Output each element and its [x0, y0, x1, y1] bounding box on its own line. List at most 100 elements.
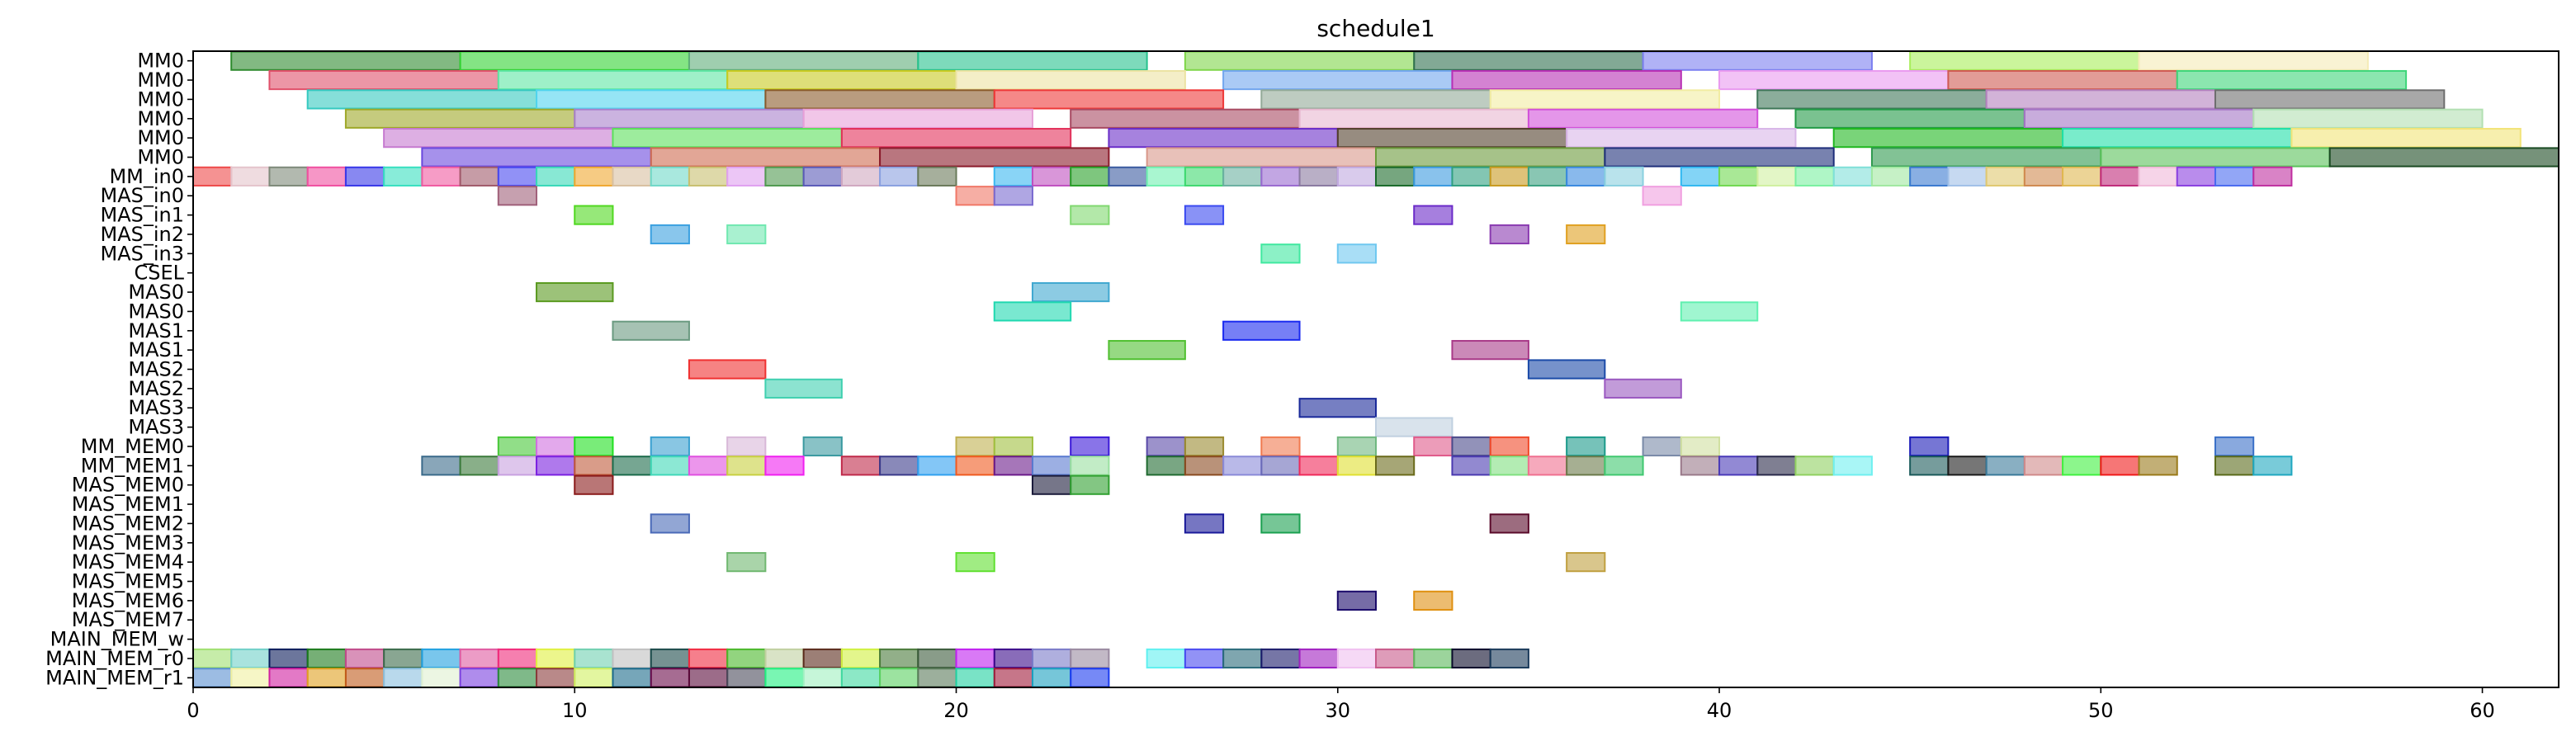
- task-bar: [1832, 128, 2064, 149]
- task-bar: [574, 436, 614, 457]
- task-bar: [917, 648, 957, 669]
- task-bar: [1222, 320, 1301, 341]
- y-tick-label: MAS1: [128, 319, 184, 342]
- task-bar: [1184, 648, 1225, 669]
- task-bar: [497, 668, 538, 688]
- task-bar: [230, 166, 271, 186]
- task-bar: [344, 166, 385, 186]
- task-bar: [574, 108, 805, 129]
- task-bar: [306, 89, 538, 110]
- task-bar: [650, 224, 690, 245]
- task-bar: [1260, 436, 1301, 457]
- task-bar: [268, 648, 309, 669]
- task-bar: [383, 128, 614, 149]
- task-bar: [1298, 456, 1339, 476]
- task-bar: [1870, 147, 2102, 168]
- task-bar: [764, 456, 805, 476]
- y-tick-label: MAS_MEM3: [72, 531, 184, 555]
- task-bar: [1604, 378, 1682, 399]
- task-bar: [497, 456, 538, 476]
- task-bar: [2290, 128, 2522, 149]
- task-bar: [1642, 50, 1873, 71]
- task-bar: [764, 166, 805, 186]
- task-bar: [383, 668, 423, 688]
- task-bar: [1832, 166, 1873, 186]
- task-bar: [612, 648, 652, 669]
- task-bar: [1947, 69, 2178, 91]
- y-tick-label: MAS_MEM5: [72, 570, 184, 593]
- task-bar: [383, 648, 423, 669]
- task-bar: [1985, 166, 2025, 186]
- task-bar: [230, 50, 461, 71]
- task-bar: [726, 69, 957, 91]
- task-bar: [802, 108, 1033, 129]
- y-tick-label: MAIN_MEM_w: [50, 628, 184, 651]
- task-bar: [421, 456, 461, 476]
- task-bar: [574, 475, 614, 495]
- task-bar: [459, 648, 499, 669]
- y-tick-label: MM0: [137, 126, 184, 149]
- task-bar: [1566, 224, 1606, 245]
- task-bar: [421, 668, 461, 688]
- task-bar: [1070, 436, 1110, 457]
- task-bar: [536, 89, 767, 110]
- task-bar: [1108, 340, 1186, 361]
- y-tick-label: MAS_MEM4: [72, 550, 184, 574]
- y-tick-label: MAS_MEM6: [72, 589, 184, 612]
- task-bar: [2214, 456, 2255, 476]
- task-bar: [497, 436, 538, 457]
- task-bar: [1756, 89, 1988, 110]
- task-bar: [497, 166, 538, 186]
- task-bar: [688, 50, 919, 71]
- task-bar: [306, 166, 347, 186]
- y-tick-label: MAIN_MEM_r1: [45, 666, 184, 689]
- task-bar: [1375, 456, 1416, 476]
- y-tick-label: MAS2: [128, 377, 184, 400]
- task-bar: [726, 668, 767, 688]
- task-bar: [1985, 89, 2216, 110]
- task-bar: [1604, 147, 1835, 168]
- task-bar: [536, 281, 614, 303]
- task-bar: [650, 166, 690, 186]
- task-bar: [917, 456, 957, 476]
- task-bar: [574, 456, 614, 476]
- task-bar: [993, 668, 1033, 688]
- task-bar: [1070, 166, 1110, 186]
- task-bar: [1451, 436, 1491, 457]
- task-bar: [840, 456, 882, 476]
- y-tick-label: MAS_in3: [100, 242, 184, 265]
- y-tick-label: MM0: [137, 68, 184, 92]
- x-tick-label: 10: [562, 699, 588, 722]
- task-bar: [650, 456, 690, 476]
- task-bar: [1260, 513, 1301, 534]
- task-bar: [1566, 456, 1606, 476]
- task-bar: [1146, 166, 1186, 186]
- task-bar: [1222, 648, 1263, 669]
- task-bar: [2138, 50, 2369, 71]
- task-bar: [650, 147, 882, 168]
- y-tick-label: MM0: [137, 50, 184, 73]
- task-bar: [2214, 89, 2446, 110]
- x-tick-label: 50: [2088, 699, 2114, 722]
- task-bar: [955, 668, 995, 688]
- task-bar: [421, 648, 461, 669]
- task-bar: [1184, 456, 1225, 476]
- task-bar: [192, 648, 233, 669]
- task-bar: [536, 668, 576, 688]
- task-bar: [1566, 436, 1606, 457]
- task-bar: [1489, 224, 1529, 245]
- task-bar: [2214, 436, 2255, 457]
- task-bar: [955, 648, 995, 669]
- task-bar: [1298, 398, 1377, 418]
- task-bar: [1680, 301, 1759, 322]
- y-tick-label: MM0: [137, 146, 184, 169]
- task-bar: [1909, 50, 2140, 71]
- task-bar: [230, 668, 271, 688]
- y-tick-label: MAS3: [128, 416, 184, 439]
- task-bar: [1146, 436, 1186, 457]
- task-bar: [1756, 456, 1797, 476]
- task-bar: [879, 648, 919, 669]
- task-bar: [1680, 436, 1721, 457]
- task-bar: [421, 166, 461, 186]
